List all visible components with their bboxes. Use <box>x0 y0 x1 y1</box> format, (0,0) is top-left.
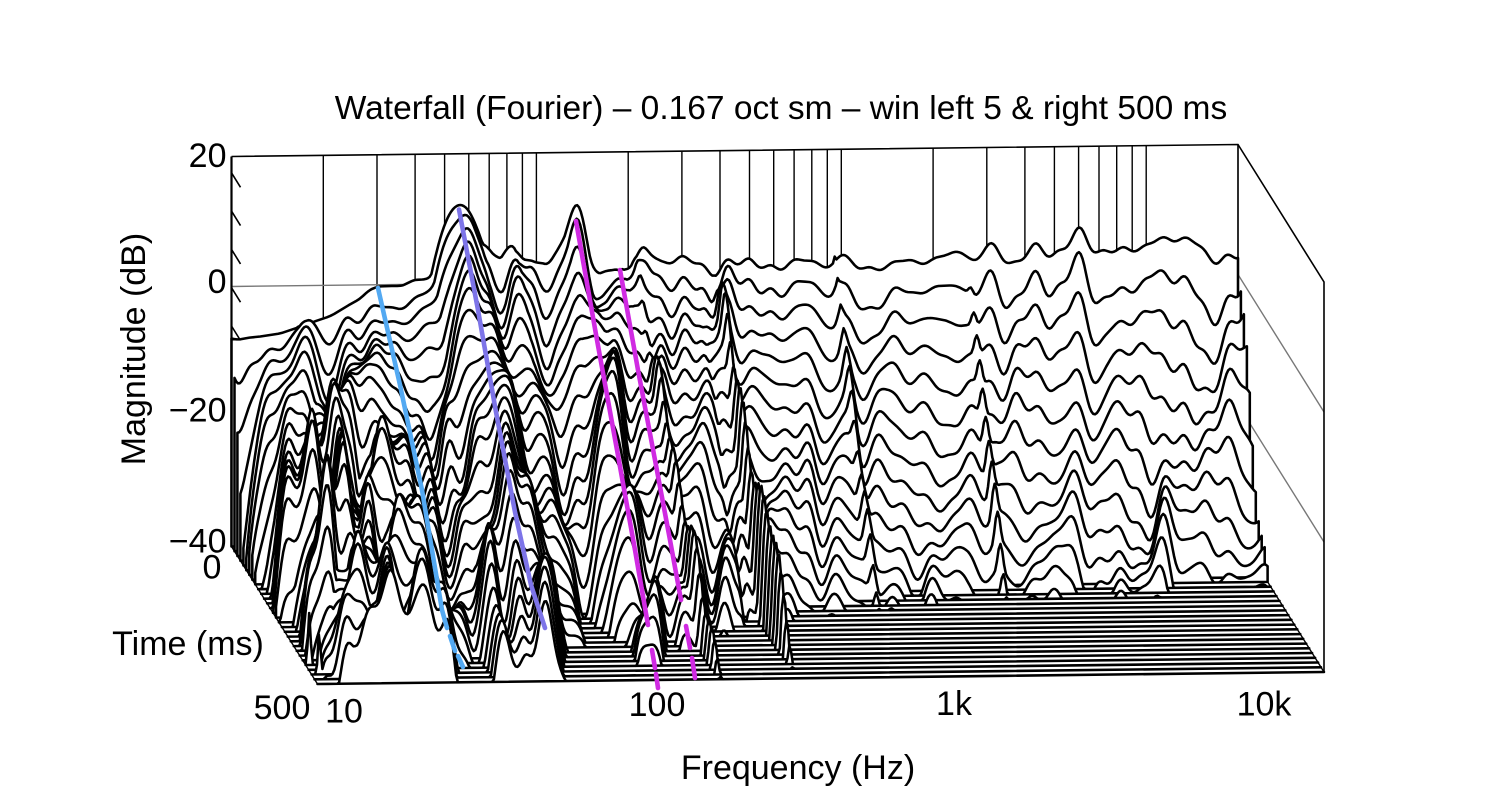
svg-text:10: 10 <box>325 693 363 731</box>
svg-text:Time (ms): Time (ms) <box>112 625 264 663</box>
svg-text:−20: −20 <box>169 392 227 430</box>
svg-text:Waterfall (Fourier) – 0.167 oc: Waterfall (Fourier) – 0.167 oct sm – win… <box>335 90 1227 127</box>
svg-text:−40: −40 <box>169 522 227 560</box>
svg-text:Frequency (Hz): Frequency (Hz) <box>681 749 915 787</box>
svg-text:500: 500 <box>254 689 311 727</box>
svg-text:10k: 10k <box>1237 686 1293 724</box>
svg-text:Magnitude (dB): Magnitude (dB) <box>115 233 153 465</box>
svg-text:0: 0 <box>203 548 222 586</box>
svg-text:0: 0 <box>208 263 227 301</box>
svg-text:20: 20 <box>189 137 227 175</box>
svg-text:1k: 1k <box>936 685 973 723</box>
svg-text:100: 100 <box>629 686 686 724</box>
